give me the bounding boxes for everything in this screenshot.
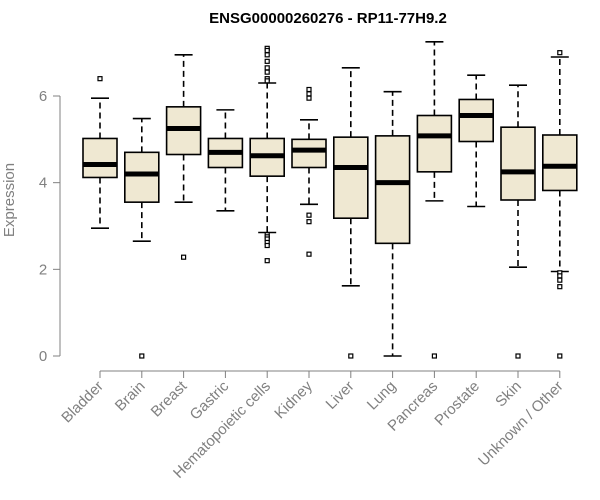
outlier-point [97,76,103,82]
box-lung [374,90,411,357]
box-pancreas [416,41,453,359]
outlier-point [306,212,312,218]
outlier-point [264,47,270,54]
outlier-point [348,353,354,359]
outlier-point [139,353,145,359]
box-unknown-other [541,50,578,359]
outlier-point [264,258,270,264]
chart-title: ENSG00000260276 - RP11-77H9.2 [209,10,447,27]
outlier-point [557,284,563,290]
outlier-point [264,65,270,71]
outlier-point [264,242,270,249]
box-iqr [374,135,411,245]
outlier-point [264,78,270,84]
outlier-point [306,91,312,97]
x-tick-label: Liver [323,378,358,413]
box-kidney [291,86,327,257]
x-tick-label: Prostate [431,378,483,430]
box-iqr [416,114,453,173]
box-breast [165,54,202,260]
outlier-point [264,58,270,64]
x-tick-label: Lung [364,378,400,414]
box-bladder [82,76,118,229]
outlier-point [431,353,437,359]
y-axis-label: Expression [1,163,18,237]
y-tick-label: 6 [39,88,47,105]
box-iqr [124,151,160,203]
box-liver [332,67,369,359]
box-iqr [332,136,369,220]
x-tick-label: Skin [492,378,525,411]
outlier-point [515,353,521,359]
x-tick-label: Breast [148,377,191,420]
x-tick-label: Kidney [271,377,316,422]
box-iqr [458,98,495,143]
boxes [82,41,578,359]
outlier-point [181,254,187,260]
box-prostate [458,74,495,208]
box-iqr [541,134,578,192]
box-iqr [82,137,118,179]
outlier-point [557,277,563,283]
outlier-point [264,69,270,75]
outlier-point [306,95,312,101]
box-hematopoietic-cells [249,45,285,264]
box-skin [500,84,536,359]
y-tick-label: 2 [39,261,47,278]
outlier-point [557,353,563,359]
box-iqr [500,126,536,201]
x-tick-label: Bladder [58,378,107,427]
y-tick-label: 0 [39,348,47,365]
x-tick-label: Brain [112,378,149,415]
outlier-point [306,86,312,93]
y-tick-label: 4 [39,175,47,192]
outlier-point [557,273,563,279]
box-gastric [207,109,244,212]
outlier-point [264,52,270,58]
outlier-point [557,50,563,56]
box-brain [124,117,160,359]
axes: 0 2 4 6 [39,88,560,372]
outlier-point [306,219,312,225]
outlier-point [306,251,312,257]
box-iqr [291,138,327,169]
